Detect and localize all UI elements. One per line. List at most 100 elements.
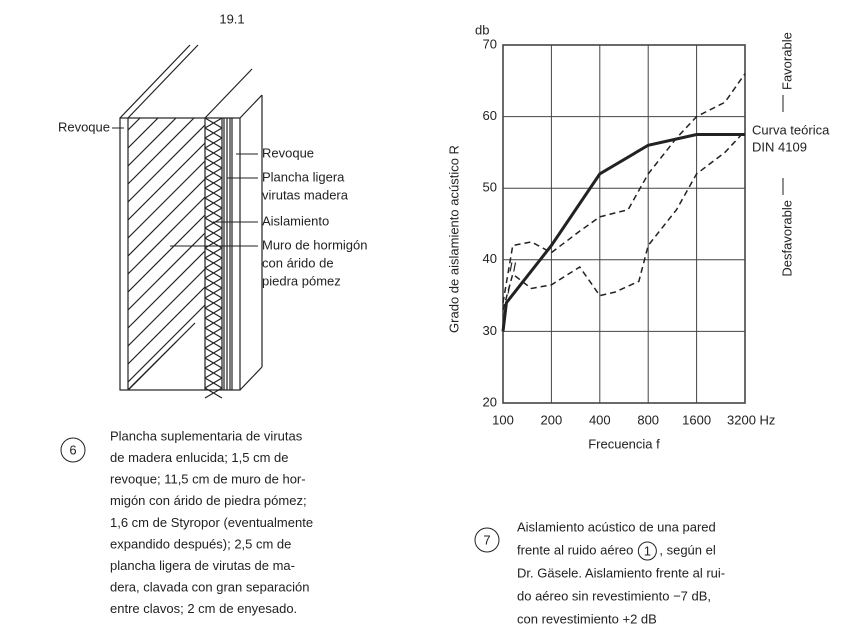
caption-text: do aéreo sin revestimiento −7 dB, — [517, 588, 711, 603]
insulation — [204, 337, 223, 349]
insulation — [204, 187, 223, 199]
hatch-line — [127, 117, 177, 167]
y-axis-label: Grado de aislamiento acústico R — [446, 145, 461, 333]
insulation — [204, 297, 223, 309]
edge — [239, 94, 263, 119]
caption-text: revoque; 11,5 cm de muro de hor- — [110, 472, 306, 487]
edge — [204, 68, 253, 119]
insulation — [204, 327, 223, 339]
caption-text: dera, clavada con gran separación — [110, 580, 309, 595]
ref-circle — [637, 541, 657, 561]
edge — [239, 366, 263, 391]
insulation — [204, 197, 223, 209]
caption-text: Plancha suplementaria de virutas — [110, 428, 303, 443]
caption-text: con revestimiento +2 dB — [517, 611, 657, 626]
insulation — [204, 177, 223, 189]
label: virutas madera — [262, 187, 349, 202]
wall-drawing — [119, 44, 263, 399]
caption-number: 7 — [483, 532, 490, 547]
insulation — [204, 257, 223, 269]
hatch-line — [127, 117, 195, 185]
ref-number: 1 — [644, 543, 651, 558]
insulation — [204, 377, 223, 389]
insulation — [204, 167, 223, 179]
hatch-line — [127, 250, 206, 329]
hatch-line — [127, 117, 141, 131]
label: Aislamiento — [262, 213, 329, 228]
insulation — [204, 347, 223, 359]
caption-text: entre clavos; 2 cm de enyesado. — [110, 601, 297, 616]
insulation — [204, 217, 223, 229]
y-tick-label: 40 — [483, 251, 497, 266]
caption-text: Dr. Gäsele. Aislamiento frente al rui- — [517, 565, 725, 580]
chart: 20 30 40 50 60 70 100 200 400 800 1600 3200 Hz db Fre… — [446, 22, 830, 451]
hatch — [127, 117, 231, 399]
hatch-line — [127, 214, 206, 293]
caption-text: plancha ligera de virutas de ma- — [110, 558, 295, 573]
caption-text: 1,6 cm de Styropor (eventualmente — [110, 515, 313, 530]
annotation: DIN 4109 — [752, 139, 807, 154]
x-tick-label: 200 — [541, 412, 563, 427]
plot-frame — [502, 44, 746, 404]
x-tick-label: 1600 — [682, 412, 711, 427]
x-tick-label: 3200 Hz — [727, 412, 775, 427]
x-axis-label: Frecuencia f — [588, 436, 660, 451]
insulation — [204, 307, 223, 319]
insulation — [204, 287, 223, 299]
insulation — [204, 137, 223, 149]
insulation — [204, 357, 223, 369]
insulation — [204, 117, 223, 129]
caption-text: Aislamiento acústico de una pared — [517, 519, 716, 534]
insulation — [204, 387, 223, 399]
insulation — [204, 277, 223, 289]
caption-circle — [474, 527, 500, 553]
hatch-line — [127, 196, 206, 275]
x-tick-label: 100 — [492, 412, 514, 427]
edge — [127, 44, 199, 119]
label: Plancha ligera — [262, 169, 345, 184]
hatch-line — [127, 268, 206, 347]
label: Revoque — [262, 145, 314, 160]
annotation: Curva teórica — [752, 122, 830, 137]
hatch-line — [127, 376, 142, 391]
edge — [119, 44, 191, 119]
y-tick-label: 70 — [483, 36, 497, 51]
caption-text: migón con árido de piedra pómez; — [110, 493, 307, 508]
insulation — [204, 227, 223, 239]
insulation — [204, 147, 223, 159]
wall-front — [119, 117, 241, 391]
hatch-line — [127, 142, 206, 221]
x-tick-label: 400 — [589, 412, 611, 427]
insulation — [204, 157, 223, 169]
x-tick-label: 800 — [637, 412, 659, 427]
y-unit: db — [475, 22, 489, 37]
annotation: Favorable — [779, 32, 794, 90]
annotation: II — [509, 259, 517, 274]
annotation: Desfavorable — [779, 200, 794, 277]
insulation — [204, 127, 223, 139]
annotation: I — [507, 281, 511, 296]
hatch-line — [127, 178, 206, 257]
series-line — [501, 133, 745, 332]
y-tick-label: 30 — [483, 323, 497, 338]
label: Muro de hormigón — [262, 237, 368, 252]
y-tick-label: 20 — [483, 394, 497, 409]
y-tick-label: 50 — [483, 180, 497, 195]
caption-text: , según el — [659, 542, 715, 557]
hatch-line — [127, 117, 159, 149]
series-line — [502, 73, 746, 303]
series-line — [502, 130, 746, 311]
hatch-line — [127, 160, 206, 239]
insulation — [204, 247, 223, 259]
insulation — [204, 317, 223, 329]
hatch-line — [127, 286, 206, 365]
label: Revoque — [58, 119, 110, 134]
figure-number: 19.1 — [219, 11, 244, 26]
insulation — [204, 267, 223, 279]
y-tick-label: 60 — [483, 108, 497, 123]
caption-number: 6 — [69, 442, 76, 457]
label: piedra pómez — [262, 273, 341, 288]
hatch-line — [127, 304, 206, 383]
insulation — [204, 207, 223, 219]
